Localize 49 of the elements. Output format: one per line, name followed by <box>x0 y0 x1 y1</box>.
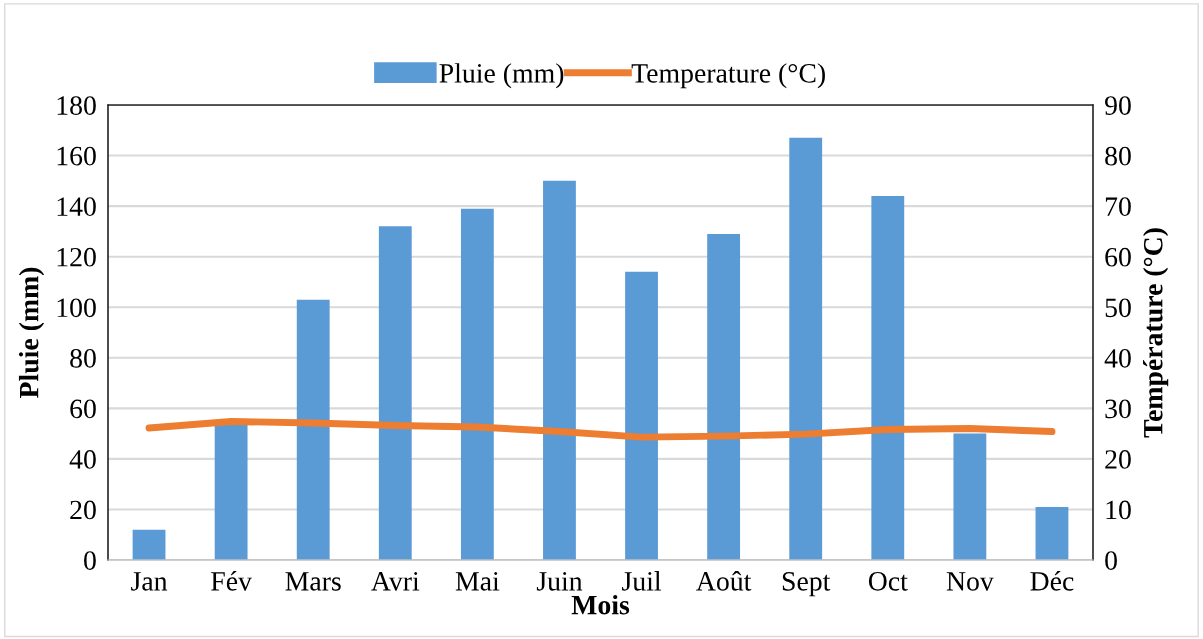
y2-tick-label: 20 <box>1105 450 1131 469</box>
y2-tick-label: 0 <box>1105 551 1117 570</box>
bar <box>378 226 412 560</box>
x-tick-label: Mai <box>455 571 500 591</box>
bar <box>625 271 658 560</box>
bar <box>707 233 741 560</box>
bar <box>543 180 576 560</box>
y-tick-label: 100 <box>57 298 96 318</box>
x-tick-label: Sept <box>782 571 831 597</box>
bar <box>789 137 823 560</box>
y2-axis-title: Température (°C) <box>1143 228 1169 438</box>
bar <box>132 529 166 560</box>
x-tick-label: Juin <box>536 571 583 591</box>
bar <box>1035 506 1069 560</box>
x-tick-label: Fév <box>211 571 252 591</box>
y-tick-label: 140 <box>57 197 96 217</box>
legend-label: Temperature (°C) <box>631 63 825 89</box>
y2-tick-label: 70 <box>1105 197 1131 217</box>
x-tick-label: Mars <box>285 572 341 591</box>
bar <box>296 299 330 560</box>
bar <box>953 433 987 560</box>
y2-tick-label: 40 <box>1104 348 1131 368</box>
y2-tick-label: 90 <box>1105 96 1131 115</box>
x-tick-label: Août <box>696 571 752 591</box>
legend-label: Pluie (mm) <box>439 63 564 89</box>
y-tick-label: 20 <box>70 500 96 520</box>
y2-tick-label: 60 <box>1105 247 1131 267</box>
bar <box>460 208 494 560</box>
x-tick-label: Déc <box>1030 571 1074 591</box>
y-tick-label: 0 <box>84 551 96 570</box>
y-tick-label: 80 <box>70 348 96 368</box>
y-tick-label: 60 <box>70 399 96 419</box>
y2-tick-label: 80 <box>1105 146 1131 166</box>
x-tick-label: Juil <box>622 571 662 591</box>
x-axis-title: Mois <box>571 594 630 615</box>
y2-tick-label: 50 <box>1105 298 1131 318</box>
y2-tick-label: 30 <box>1105 399 1131 419</box>
x-tick-label: Nov <box>946 572 994 591</box>
y-axis-title: Pluie (mm) <box>18 267 45 398</box>
x-tick-label: Avri <box>371 571 420 591</box>
x-tick-label: Oct <box>868 571 908 591</box>
x-tick-label: Jan <box>131 572 168 591</box>
y-tick-label: 180 <box>57 96 96 115</box>
y-tick-label: 40 <box>69 450 96 469</box>
bar <box>871 196 905 560</box>
y-tick-label: 160 <box>57 146 96 166</box>
bar <box>214 423 248 560</box>
y-tick-label: 120 <box>57 247 96 267</box>
y2-tick-label: 10 <box>1106 500 1131 520</box>
